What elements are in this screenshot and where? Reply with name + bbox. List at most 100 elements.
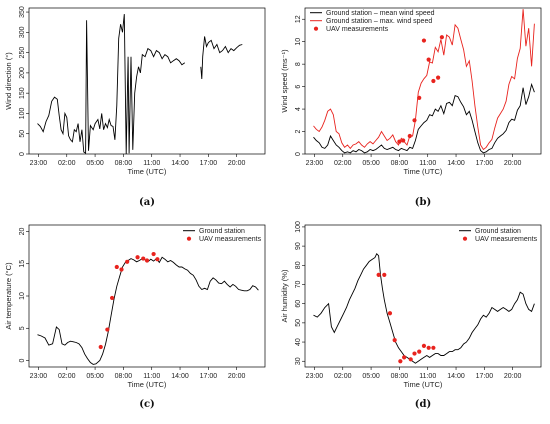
panel-d-uav-point [421, 343, 427, 348]
panel-b-uav-point [417, 95, 422, 100]
panel-d-uav-point [412, 351, 417, 356]
panel-b-xtick-label: 05:00 [362, 160, 380, 167]
panel-c-uav-point [144, 258, 150, 263]
panel-d-uav-point [417, 349, 422, 354]
panel-c-uav-point [125, 259, 130, 264]
panel-a-xtick-label: 08:00 [115, 160, 133, 167]
panel-c-uav-point [114, 264, 119, 270]
panel-d-uav-point [431, 345, 436, 350]
panel-b-frame [304, 7, 542, 155]
panel-c-uav-point [119, 267, 124, 272]
panel-b-xtick-label: 14:00 [447, 160, 465, 167]
panel-c-caption: (c) [139, 399, 155, 410]
panel-d-xtick-label: 05:00 [362, 373, 380, 380]
panel-a-xtick-label: 14:00 [171, 160, 189, 167]
panel-d-uav-point [426, 345, 431, 350]
panel-d-uav-point [387, 311, 393, 316]
panel-c-ytick-label: 5 [19, 326, 26, 330]
panel-b-legend-label: Ground station – max. wind speed [326, 18, 432, 25]
panel-c-legend-label: UAV measurements [199, 236, 262, 243]
panel-a-xtick-label: 23:00 [30, 160, 48, 167]
panel-c-ytick-label: 20 [19, 227, 26, 235]
panel-b-xtick-label: 08:00 [391, 160, 409, 167]
panel-c-ytick-label: 15 [19, 260, 26, 268]
panel-b-xtick-label: 23:00 [306, 160, 324, 167]
panel-b-uav-point [431, 78, 436, 84]
panel-c-uav-point [151, 251, 156, 257]
panel-d-ytick-label: 50 [295, 319, 302, 327]
panel-c-xtick-label: 08:00 [115, 373, 133, 380]
panel-a-xtick-label: 11:00 [143, 160, 160, 167]
panel-c-xtick-label: 17:00 [200, 373, 218, 380]
panel-a-xtick-label: 02:00 [58, 160, 76, 167]
panel-d-xtick-label: 20:00 [504, 373, 522, 380]
panel-c-xtick-label: 05:00 [86, 373, 104, 380]
panel-a-ytick-label: 200 [19, 67, 26, 79]
panel-d-uav-point [382, 272, 387, 277]
panel-a-ytick-label: 300 [19, 26, 26, 38]
panel-d-ytick-label: 90 [295, 242, 302, 250]
panel-c-uav-point [109, 295, 115, 301]
panel-d-uav-point [398, 359, 403, 364]
panel-c-xtick-label: 02:00 [58, 373, 76, 380]
panel-a-xlabel: Time (UTC) [128, 167, 167, 176]
panel-d-xtick-label: 02:00 [334, 373, 352, 380]
panel-b-legend-label: Ground station – mean wind speed [326, 10, 435, 17]
panel-d-uav-point [392, 338, 397, 343]
panel-b-uav-point [436, 75, 441, 80]
panel-b-series-line-0 [313, 82, 535, 154]
panel-c-xtick-label: 20:00 [228, 373, 246, 380]
panel-b-uav-point [426, 57, 431, 62]
panel-b-xtick-label: 02:00 [334, 160, 352, 167]
panel-d-xtick-label: 17:00 [476, 373, 494, 380]
panel-d-ylabel: Air humidity (%) [280, 269, 289, 322]
panel-b-ytick-label: 12 [295, 15, 302, 23]
panel-a-series-line-0 [200, 36, 243, 80]
panel-b-ytick-label: 2 [295, 129, 302, 133]
panel-c-xtick-label: 11:00 [143, 373, 160, 380]
panel-b-ytick-label: 4 [295, 107, 302, 111]
panel-d-legend-label: UAV measurements [475, 236, 538, 243]
panel-a-ytick-label: 350 [19, 6, 26, 18]
panel-b-series-line-1 [313, 9, 535, 151]
panel-d-ytick-label: 100 [295, 221, 302, 233]
panel-a-ytick-label: 250 [19, 47, 26, 59]
panel-b-uav-point [397, 139, 402, 144]
panel-c-frame [28, 224, 266, 368]
panel-d-ytick-label: 80 [295, 261, 302, 269]
panel-d-xtick-label: 11:00 [419, 373, 436, 380]
panel-b-xtick-label: 11:00 [419, 160, 436, 167]
panel-b-ytick-label: 0 [295, 152, 302, 156]
panel-d-caption: (d) [415, 399, 431, 410]
panel-b-ylabel: Wind speed (ms⁻¹) [280, 49, 289, 113]
panel-c-ylabel: Air temperature (°C) [4, 262, 13, 330]
panel-a-series-line-0 [37, 14, 186, 155]
panel-c-xlabel: Time (UTC) [128, 380, 167, 389]
panel-b-uav-point [439, 35, 444, 40]
panel-d-xtick-label: 08:00 [391, 373, 409, 380]
panel-d-legend-marker [462, 236, 468, 241]
panel-c-xtick-label: 14:00 [171, 373, 189, 380]
panel-a-ytick-label: 100 [19, 108, 26, 120]
panel-a-ytick-label: 0 [19, 152, 26, 156]
panel-a-ylabel: Wind direction (°) [4, 52, 13, 110]
panel-a-xtick-label: 17:00 [200, 160, 218, 167]
panel-c-uav-point [98, 344, 103, 350]
panel-c-uav-point [155, 257, 160, 262]
panel-b-ytick-label: 10 [295, 38, 302, 46]
panel-c-uav-point [105, 327, 110, 332]
panel-d-ytick-label: 40 [295, 338, 302, 346]
panel-a-ytick-label: 50 [19, 130, 26, 138]
panel-c-legend-label: Ground station [199, 228, 245, 235]
panel-b-uav-point [412, 118, 417, 123]
panel-c-uav-point [141, 256, 146, 261]
panel-d-ytick-label: 30 [295, 357, 302, 365]
panel-d-uav-point [402, 355, 407, 360]
panel-b-ytick-label: 6 [295, 85, 302, 89]
panel-b-legend-label: UAV measurements [326, 26, 389, 33]
panel-c-ytick-label: 10 [19, 292, 26, 300]
panel-d-legend-label: Ground station [475, 228, 521, 235]
panel-a-caption: (a) [139, 197, 155, 208]
panel-c-series-line-0 [37, 256, 259, 365]
